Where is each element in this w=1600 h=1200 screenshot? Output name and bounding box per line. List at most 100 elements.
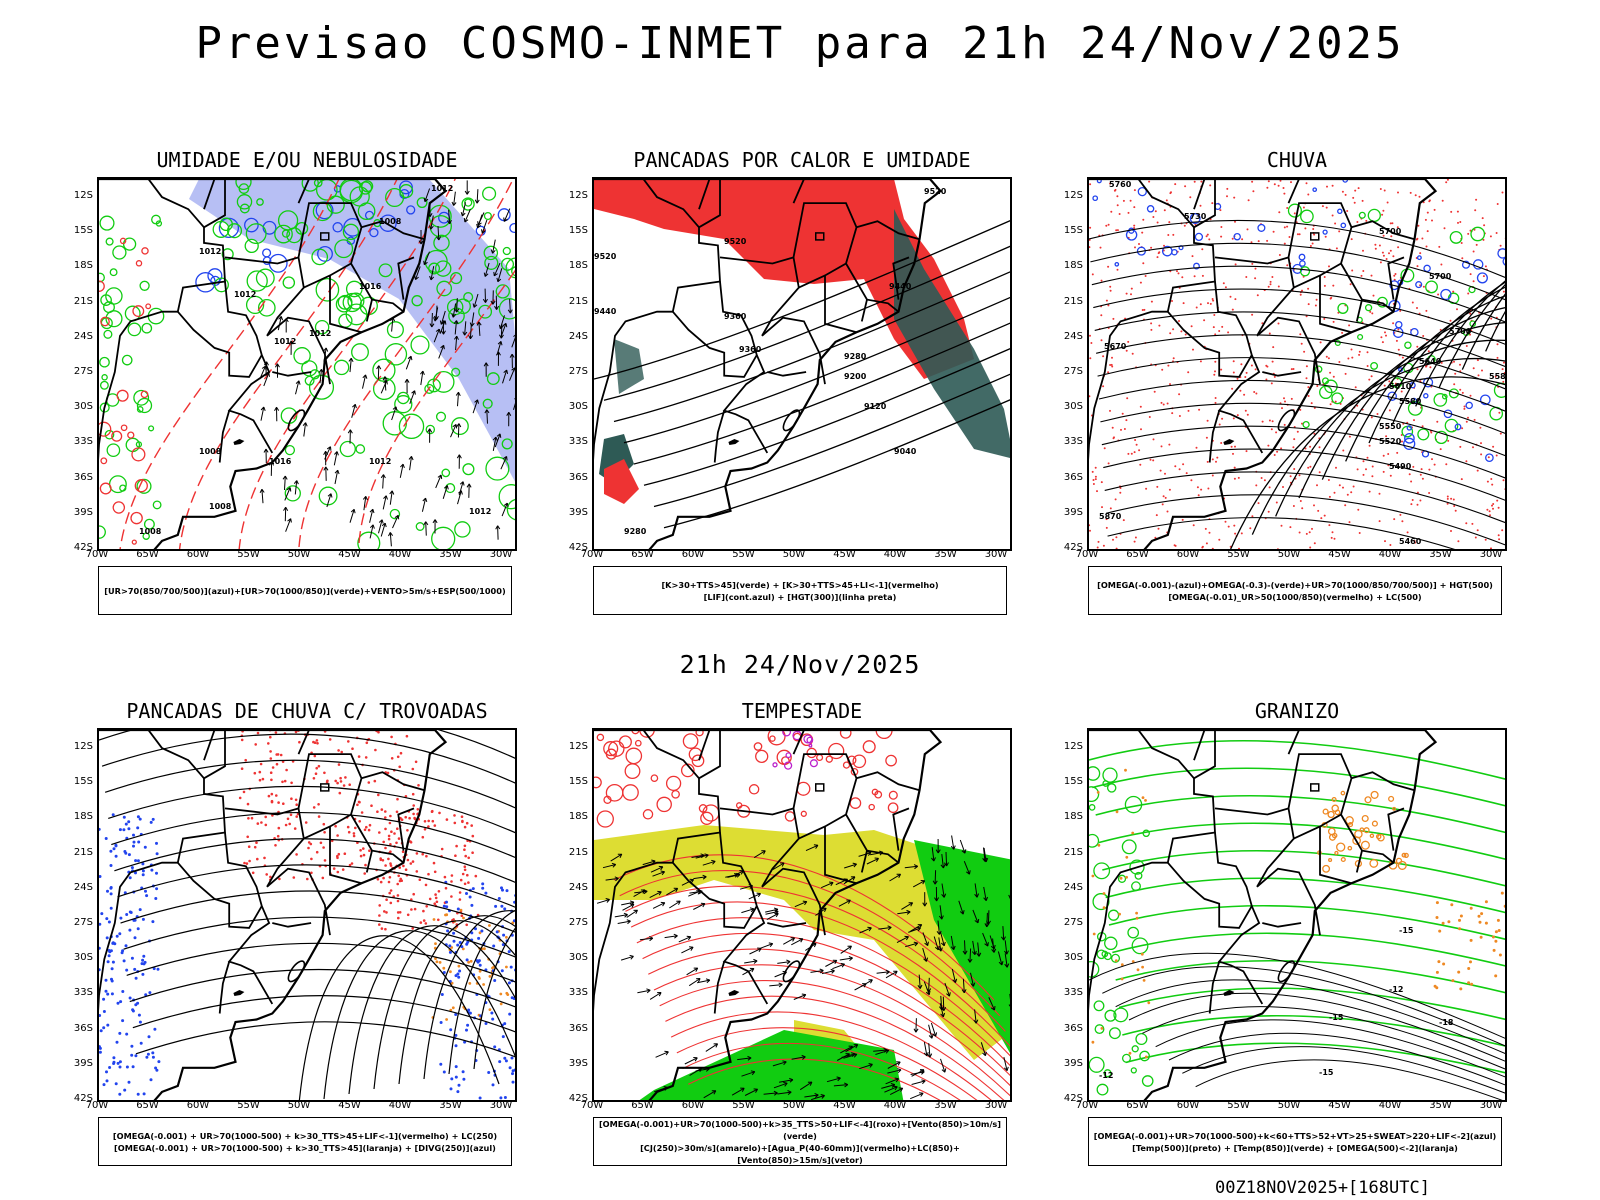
- contour-label: 9520: [924, 187, 947, 196]
- lat-tick: 24S: [73, 330, 93, 342]
- contour-label: 5700: [1429, 272, 1452, 281]
- lat-tick: 42S: [1063, 1093, 1083, 1104]
- legend-line: [LIF](cont.azul) + [HGT(300)](linha pret…: [703, 591, 897, 602]
- panel-title: PANCADAS POR CALOR E UMIDADE: [633, 148, 971, 172]
- legend-line: [OMEGA(-0.001)+UR>70(1000-500)+k<60+TTS>…: [1093, 1130, 1497, 1141]
- lon-tick: 40W: [388, 549, 412, 560]
- lon-tick: 70W: [1075, 1100, 1099, 1111]
- lon-tick: 65W: [631, 549, 654, 560]
- map-panel: 1012 1008 1012 1012 1016 1012 1012 1008 1016 1012…: [97, 177, 517, 551]
- lat-tick: 18S: [1063, 811, 1083, 823]
- lon-tick: 50W: [782, 549, 806, 560]
- lat-tick: 21S: [568, 295, 588, 307]
- lon-tick: 35W: [934, 549, 957, 560]
- lat-tick: 24S: [73, 881, 93, 893]
- lat-tick: 18S: [568, 260, 588, 272]
- contour-label: 5870: [1099, 512, 1122, 521]
- lon-tick: 30W: [489, 549, 513, 560]
- lat-tick: 12S: [1063, 190, 1083, 201]
- contour-label: 5610: [1389, 382, 1412, 391]
- lat-tick: 33S: [568, 436, 588, 448]
- lon-tick: 70W: [580, 549, 604, 560]
- lat-tick: 27S: [73, 366, 93, 377]
- panel-title: GRANIZO: [1254, 699, 1340, 723]
- lat-tick: 39S: [1063, 506, 1083, 518]
- lat-tick: 12S: [1063, 741, 1083, 752]
- panel-legend: [K>30+TTS>45](verde) + [K>30+TTS>45+LI<-…: [593, 566, 1007, 615]
- lon-tick: 45W: [1328, 549, 1351, 560]
- lat-tick: 33S: [568, 987, 588, 999]
- contour-label: 9360: [739, 345, 762, 354]
- panel-legend: [OMEGA(-0.001) + UR>70(1000-500) + k>30_…: [98, 1117, 512, 1166]
- map-canvas: 9520 9520 9520 9440 9440 9360 9360 9280 9200 9120…: [594, 179, 1010, 549]
- contour-label: 9520: [594, 252, 617, 261]
- lat-tick: 30S: [568, 401, 588, 413]
- lat-tick: 30S: [1063, 401, 1083, 413]
- lon-tick: 45W: [833, 549, 856, 560]
- legend-line: [OMEGA(-0.001)-(azul)+OMEGA(-0.3)-(verde…: [1097, 579, 1493, 590]
- map-panel: [97, 728, 517, 1102]
- lon-tick: 55W: [237, 549, 260, 560]
- lat-tick: 39S: [73, 506, 93, 518]
- lon-tick: 60W: [681, 549, 705, 560]
- lat-tick: 39S: [1063, 1057, 1083, 1069]
- legend-line: [Temp(500)](preto) + [Temp(850)](verde) …: [1132, 1142, 1458, 1153]
- lat-tick: 36S: [1063, 471, 1083, 483]
- contour-label: 5700: [1449, 327, 1472, 336]
- lat-tick: 21S: [1063, 295, 1083, 307]
- lat-tick: 15S: [73, 776, 93, 788]
- panel-title: TEMPESTADE: [741, 699, 863, 723]
- contour-label: 5670: [1104, 342, 1127, 351]
- contour-label: 5550: [1379, 422, 1402, 431]
- lon-tick: 35W: [934, 1100, 957, 1111]
- lat-tick: 33S: [73, 987, 93, 999]
- contour-label: 9360: [724, 312, 747, 321]
- lon-tick: 40W: [883, 1100, 907, 1111]
- lat-tick: 12S: [73, 190, 93, 201]
- lat-tick: 27S: [73, 917, 93, 928]
- run-identifier: 00Z18NOV2025+[168UTC]: [1215, 1178, 1430, 1198]
- lon-tick: 45W: [1328, 1100, 1351, 1111]
- map-canvas: -15 -12 -15 -18 -15 -12: [1089, 730, 1505, 1100]
- lon-tick: 50W: [1277, 1100, 1301, 1111]
- lon-tick: 55W: [1227, 549, 1250, 560]
- contour-label: 1016: [359, 282, 382, 291]
- panel-legend: [UR>70(850/700/500)](azul)+[UR>70(1000/8…: [98, 566, 512, 615]
- lon-tick: 60W: [186, 549, 210, 560]
- panel-legend: [OMEGA(-0.001)-(azul)+OMEGA(-0.3)-(verde…: [1088, 566, 1502, 615]
- map-panel: -15 -12 -15 -18 -15 -12: [1087, 728, 1507, 1102]
- lon-tick: 60W: [186, 1100, 210, 1111]
- lat-tick: 21S: [73, 846, 93, 858]
- lon-tick: 60W: [681, 1100, 705, 1111]
- contour-label: -12: [1099, 1071, 1113, 1080]
- lat-tick: 30S: [568, 952, 588, 964]
- lon-tick: 30W: [1479, 1100, 1503, 1111]
- lower-row-date: 21h 24/Nov/2025: [679, 650, 921, 679]
- lon-tick: 65W: [136, 549, 159, 560]
- lon-tick: 30W: [984, 1100, 1008, 1111]
- lat-tick: 42S: [73, 542, 93, 553]
- contour-label: 9440: [594, 307, 617, 316]
- contour-label: 1012: [274, 337, 296, 346]
- legend-line: [OMEGA(-0.001)+UR>70(1000-500)+k>35_TTS>…: [598, 1118, 1002, 1141]
- lat-tick: 39S: [568, 506, 588, 518]
- panel-title: CHUVA: [1266, 148, 1328, 172]
- contour-label: 5580: [1399, 397, 1422, 406]
- lon-tick: 65W: [1126, 549, 1149, 560]
- map-canvas: 1012 1008 1012 1012 1016 1012 1012 1008 1016 1012…: [99, 179, 515, 549]
- panel-legend: [OMEGA(-0.001)+UR>70(1000-500)+k>35_TTS>…: [593, 1117, 1007, 1166]
- lat-tick: 42S: [568, 542, 588, 553]
- contour-label: 5490: [1389, 462, 1412, 471]
- lon-tick: 45W: [833, 1100, 856, 1111]
- lon-tick: 65W: [1126, 1100, 1149, 1111]
- contour-label: 9280: [624, 527, 647, 536]
- lon-tick: 55W: [732, 549, 755, 560]
- contour-label: 1008: [209, 502, 232, 511]
- contour-label: -12: [1389, 985, 1403, 994]
- legend-line: [K>30+TTS>45](verde) + [K>30+TTS>45+LI<-…: [661, 579, 939, 590]
- lat-tick: 30S: [73, 401, 93, 413]
- lon-tick: 40W: [1378, 549, 1402, 560]
- lon-tick: 70W: [85, 1100, 109, 1111]
- contour-label: 5460: [1399, 537, 1422, 546]
- lon-tick: 40W: [1378, 1100, 1402, 1111]
